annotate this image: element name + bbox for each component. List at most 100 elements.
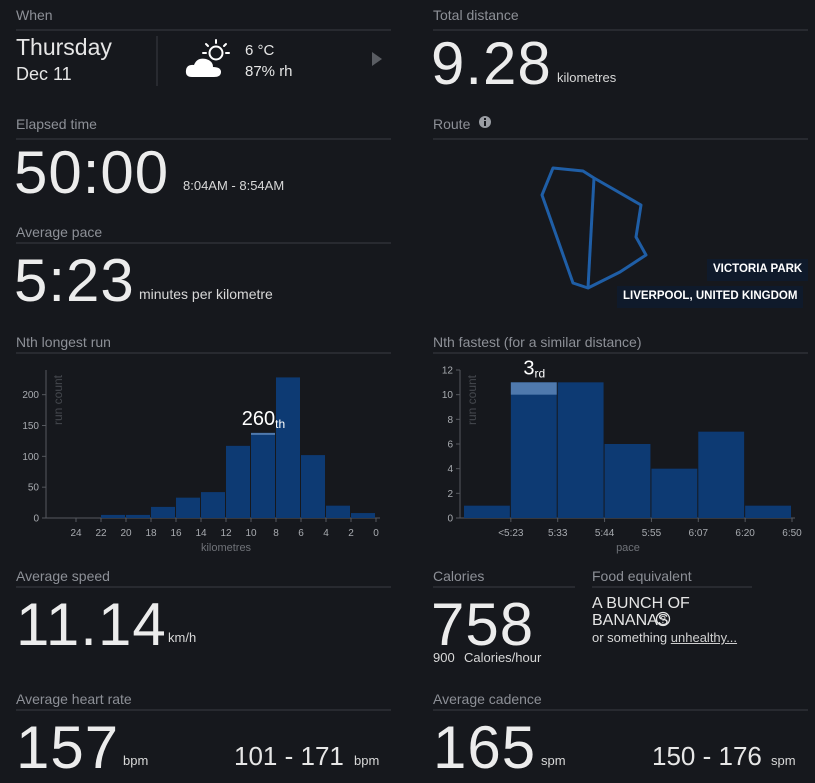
x-tick-label: 5:44 <box>595 528 615 539</box>
info-icon <box>479 116 491 128</box>
bar <box>510 382 557 518</box>
unit: spm <box>541 753 566 768</box>
day: Thursday <box>16 34 112 60</box>
bar <box>151 506 175 518</box>
unit: km/h <box>168 630 197 645</box>
bar <box>604 444 651 518</box>
big-value: 157 <box>16 714 120 781</box>
x-tick-label: 5:55 <box>642 528 662 539</box>
y-tick-label: 0 <box>33 514 39 525</box>
y-tick-label: 12 <box>442 366 454 377</box>
info-bar <box>484 121 486 126</box>
big-value: 5:23 <box>14 247 135 314</box>
bar <box>326 505 350 518</box>
y-axis-label: run count <box>51 374 65 425</box>
y-tick-label: 0 <box>447 514 453 525</box>
sun-rays <box>202 39 230 54</box>
bar <box>101 514 125 518</box>
help-circle[interactable] <box>655 611 671 627</box>
x-tick-label: 6:07 <box>689 528 709 539</box>
x-axis-label: kilometres <box>201 542 252 554</box>
y-tick-label: 50 <box>28 483 40 494</box>
food-alt-prefix: or something <box>592 630 668 645</box>
y-tick-label: 8 <box>447 415 453 426</box>
bar <box>126 514 150 518</box>
x-tick-label: 20 <box>120 528 132 539</box>
section-label: Average speed <box>16 568 110 584</box>
x-tick-label: 8 <box>273 528 279 539</box>
x-tick-label: 10 <box>245 528 257 539</box>
bar <box>464 505 510 518</box>
humidity: 87% rh <box>245 63 293 80</box>
bar <box>651 468 698 518</box>
annotation-rank: 260 <box>242 408 275 430</box>
unit: Calories/hour <box>464 650 542 665</box>
big-value: 9.28 <box>431 30 552 97</box>
annotation-suffix: th <box>275 417 285 431</box>
calorie-rate: 900 <box>433 650 455 665</box>
x-tick-label: 24 <box>70 528 82 539</box>
y-tick-label: 10 <box>442 390 454 401</box>
y-tick-label: 150 <box>22 421 39 432</box>
bar <box>698 431 745 518</box>
unit: spm <box>771 753 796 768</box>
bar <box>176 497 200 518</box>
bar <box>557 382 604 518</box>
section-label: Average heart rate <box>16 691 132 707</box>
big-value: 11.14 <box>16 591 167 658</box>
range: 150 - 176 <box>652 741 762 771</box>
unit: bpm <box>354 753 380 768</box>
y-tick-label: 200 <box>22 390 39 401</box>
bar <box>276 377 300 518</box>
x-tick-label: 6:50 <box>782 528 802 539</box>
section-label: When <box>16 7 53 23</box>
x-tick-label: 14 <box>195 528 207 539</box>
section-label: Total distance <box>433 7 519 23</box>
chart-title: Nth longest run <box>16 334 111 350</box>
food-alt: or something unhealthy... <box>592 631 737 644</box>
x-tick-label: 22 <box>95 528 107 539</box>
x-tick-label: 6:20 <box>735 528 755 539</box>
bar <box>226 445 250 518</box>
map-label: VICTORIA PARK <box>707 259 809 281</box>
highlight-cap <box>510 382 557 395</box>
section-label: Calories <box>433 568 485 584</box>
annotation: 260th <box>242 408 285 431</box>
x-tick-label: 0 <box>373 528 379 539</box>
x-tick-label: 2 <box>348 528 354 539</box>
unit: kilometres <box>557 70 617 85</box>
weather-icon <box>185 39 230 77</box>
section-label: Food equivalent <box>592 568 692 584</box>
y-tick-label: 2 <box>447 489 453 500</box>
range: 101 - 171 <box>234 741 344 771</box>
food-alt-link[interactable]: unhealthy... <box>670 630 738 645</box>
x-tick-label: 16 <box>170 528 182 539</box>
dividers <box>16 29 808 711</box>
chart-title: Nth fastest (for a similar distance) <box>433 334 642 350</box>
x-axis-label: pace <box>616 542 640 554</box>
bar <box>201 492 225 518</box>
y-tick-label: 6 <box>447 440 453 451</box>
section-label: Average pace <box>16 224 103 240</box>
bar <box>745 505 791 518</box>
x-tick-label: 12 <box>220 528 232 539</box>
x-tick-label: 5:33 <box>548 528 568 539</box>
help-icon[interactable]: ? <box>660 615 666 626</box>
bar <box>351 513 375 518</box>
y-tick-label: 100 <box>22 452 39 463</box>
section-label: Elapsed time <box>16 116 97 132</box>
section-label: Route <box>433 116 471 132</box>
time-range: 8:04AM - 8:54AM <box>183 178 285 193</box>
next-arrow[interactable] <box>372 52 382 66</box>
bar <box>301 455 325 518</box>
annotation-suffix: rd <box>535 366 546 380</box>
y-tick-label: 4 <box>447 464 453 475</box>
bar <box>251 432 275 518</box>
temperature: 6 °C <box>245 42 275 59</box>
x-tick-label: 4 <box>323 528 329 539</box>
cloud <box>185 58 221 77</box>
x-tick-label: <5:23 <box>498 528 524 539</box>
food-item: A BUNCH OF BANANAS <box>592 595 690 629</box>
big-value: 50:00 <box>14 139 170 206</box>
